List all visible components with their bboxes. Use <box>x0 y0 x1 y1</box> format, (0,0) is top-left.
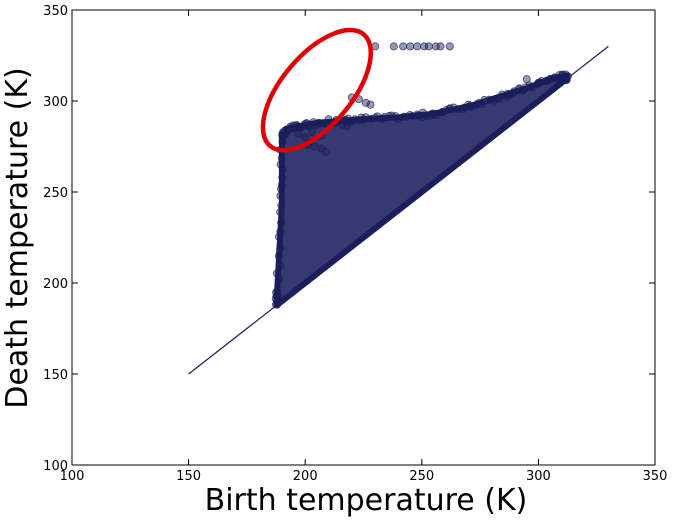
data-point <box>402 113 411 122</box>
x-tick-label: 250 <box>409 469 434 484</box>
x-tick-label: 150 <box>176 469 201 484</box>
data-point <box>552 74 561 83</box>
data-point <box>301 133 310 142</box>
data-point <box>389 42 398 51</box>
data-point <box>272 288 281 297</box>
data-point <box>276 160 285 169</box>
data-point <box>274 251 283 260</box>
highlight-ellipse <box>260 27 374 153</box>
y-tick-label: 250 <box>43 186 68 201</box>
data-point <box>534 78 543 87</box>
data-point <box>429 109 438 118</box>
data-point <box>366 100 375 109</box>
data-point <box>436 42 445 51</box>
data-point <box>277 181 286 190</box>
data-point <box>277 201 286 210</box>
x-axis-label: Birth temperature (K) <box>205 483 528 518</box>
data-point <box>278 165 287 174</box>
data-point <box>546 75 555 84</box>
data-point <box>276 191 285 200</box>
data-point <box>445 42 454 51</box>
data-point <box>454 105 463 114</box>
y-tick-label: 200 <box>43 277 68 292</box>
data-point <box>361 98 370 107</box>
data-point <box>498 90 507 99</box>
data-point <box>310 142 319 151</box>
data-point <box>343 122 352 131</box>
y-tick-label: 300 <box>43 95 68 110</box>
data-point <box>449 103 458 112</box>
data-point <box>338 120 347 129</box>
x-tick-label: 100 <box>60 469 85 484</box>
x-tick-label: 300 <box>526 469 551 484</box>
y-axis-label: Death temperature (K) <box>0 67 35 408</box>
x-tick-label: 350 <box>643 469 668 484</box>
x-tick-label: 200 <box>293 469 318 484</box>
data-point <box>308 127 317 136</box>
data-point <box>324 115 333 124</box>
data-point <box>276 227 285 236</box>
y-tick-label: 150 <box>43 368 68 383</box>
data-point <box>278 173 287 182</box>
data-point <box>272 269 281 278</box>
data-point <box>445 104 454 113</box>
data-point <box>276 244 285 253</box>
data-point <box>522 75 531 84</box>
reference-diagonal <box>188 45 609 375</box>
y-tick-label: 100 <box>43 459 68 474</box>
data-point <box>406 42 415 51</box>
data-point <box>529 83 538 92</box>
data-point <box>399 112 408 121</box>
data-point <box>294 129 303 138</box>
data-point <box>384 112 393 121</box>
y-tick-label: 350 <box>43 4 68 19</box>
data-point <box>322 147 331 156</box>
axis-ticks: 100 150 200 250 300 350 100 150 200 250 300 350 <box>43 4 667 484</box>
data-point <box>413 42 422 51</box>
data-point <box>399 42 408 51</box>
data-point <box>504 89 513 98</box>
data-point <box>277 154 286 163</box>
data-point <box>277 218 286 227</box>
data-point <box>276 208 285 217</box>
data-point <box>276 262 285 271</box>
data-point <box>464 100 473 109</box>
data-point <box>495 94 504 103</box>
data-point <box>515 84 524 93</box>
point-cloud <box>271 70 572 309</box>
data-point <box>438 108 447 117</box>
data-point <box>526 83 535 92</box>
data-point <box>424 42 433 51</box>
data-point <box>477 100 486 109</box>
data-point <box>417 113 426 122</box>
